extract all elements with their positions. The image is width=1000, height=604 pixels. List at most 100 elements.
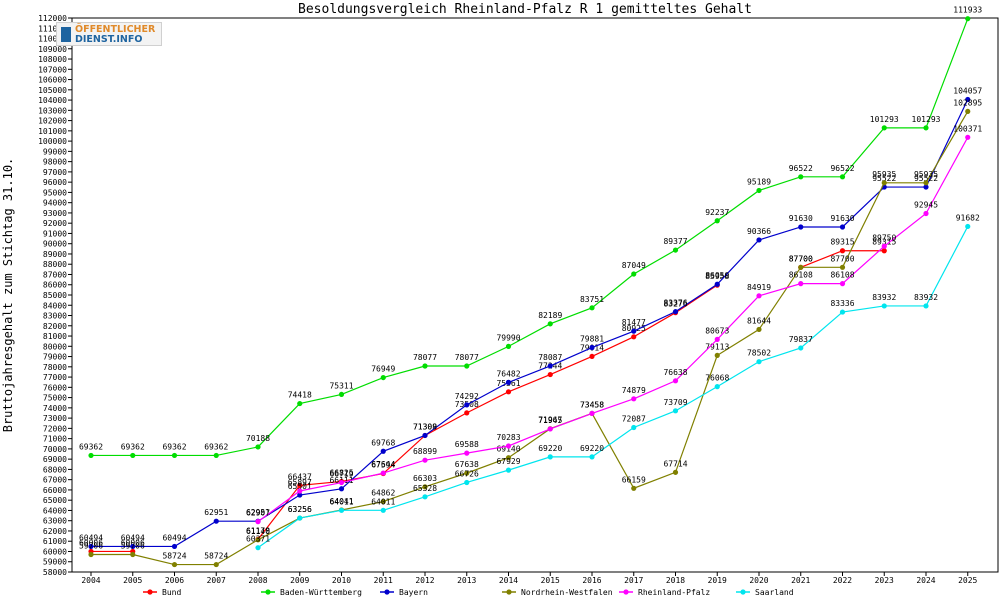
y-tick-label: 58000 bbox=[43, 568, 67, 577]
data-label-saarland: 60371 bbox=[246, 535, 270, 544]
legend-swatch-marker bbox=[623, 589, 629, 595]
y-tick-label: 72000 bbox=[43, 424, 67, 433]
data-label-baden-w-rttemberg: 87049 bbox=[622, 261, 646, 270]
data-label-bund: 66825 bbox=[329, 468, 353, 477]
data-point-saarland bbox=[505, 467, 512, 473]
data-label-nordrhein-westfalen: 66159 bbox=[622, 475, 646, 484]
data-label-bund: 87700 bbox=[789, 254, 813, 263]
series-line-rheinland-pfalz bbox=[257, 137, 969, 523]
y-tick-label: 70000 bbox=[43, 445, 67, 454]
x-tick-label: 2010 bbox=[332, 576, 351, 585]
data-label-saarland: 72087 bbox=[622, 414, 646, 423]
data-label-nordrhein-westfalen: 81644 bbox=[747, 316, 771, 325]
logo-line-1: ÖFFENTLICHER bbox=[75, 24, 156, 35]
data-label-rheinland-pfalz: 73458 bbox=[580, 400, 604, 409]
legend-swatch-marker bbox=[506, 589, 512, 595]
data-label-bayern: 83376 bbox=[663, 299, 687, 308]
x-tick-label: 2025 bbox=[958, 576, 977, 585]
data-point-bayern bbox=[714, 281, 720, 287]
data-point-saarland bbox=[714, 384, 720, 390]
x-tick-label: 2012 bbox=[415, 576, 434, 585]
data-point-bayern bbox=[589, 344, 595, 351]
data-label-baden-w-rttemberg: 69362 bbox=[204, 442, 228, 451]
data-label-saarland: 79837 bbox=[789, 335, 813, 344]
y-tick-label: 107000 bbox=[38, 65, 67, 74]
data-label-bayern: 95522 bbox=[872, 174, 896, 183]
data-point-nordrhein-westfalen bbox=[672, 469, 679, 475]
y-tick-label: 62000 bbox=[43, 527, 67, 536]
data-point-bayern bbox=[130, 543, 136, 550]
legend-swatch-marker bbox=[265, 589, 271, 595]
data-label-nordrhein-westfalen: 61140 bbox=[246, 527, 270, 536]
y-tick-label: 77000 bbox=[43, 373, 67, 382]
data-point-bayern bbox=[338, 486, 345, 492]
data-label-baden-w-rttemberg: 101293 bbox=[870, 115, 899, 124]
data-point-baden-w-rttemberg bbox=[798, 174, 804, 180]
data-point-saarland bbox=[798, 345, 804, 351]
data-point-bund bbox=[631, 334, 637, 340]
legend-label: Bund bbox=[162, 588, 181, 597]
data-label-rheinland-pfalz: 69588 bbox=[455, 440, 479, 449]
data-label-saarland: 83932 bbox=[914, 293, 938, 302]
data-point-nordrhein-westfalen bbox=[505, 455, 512, 461]
legend-label: Nordrhein-Westfalen bbox=[521, 588, 613, 597]
y-tick-label: 73000 bbox=[43, 414, 67, 423]
data-label-bayern: 60494 bbox=[162, 533, 186, 542]
legend-label: Saarland bbox=[755, 588, 794, 597]
data-label-baden-w-rttemberg: 82189 bbox=[538, 311, 562, 320]
data-label-rheinland-pfalz: 66719 bbox=[329, 470, 353, 479]
data-label-bayern: 79881 bbox=[580, 335, 604, 344]
data-label-nordrhein-westfalen: 87700 bbox=[789, 254, 813, 263]
data-point-bund bbox=[464, 410, 470, 416]
data-label-nordrhein-westfalen: 58724 bbox=[204, 552, 228, 561]
data-label-saarland: 78502 bbox=[747, 349, 771, 358]
y-tick-label: 83000 bbox=[43, 312, 67, 321]
data-point-bayern bbox=[965, 96, 971, 103]
y-tick-label: 88000 bbox=[43, 260, 67, 269]
data-point-nordrhein-westfalen bbox=[213, 561, 219, 568]
data-label-bayern: 86050 bbox=[705, 271, 729, 280]
y-tick-label: 82000 bbox=[43, 322, 67, 331]
logo-icon bbox=[61, 27, 71, 42]
data-point-baden-w-rttemberg bbox=[631, 271, 637, 277]
data-point-rheinland-pfalz bbox=[338, 479, 345, 486]
y-tick-label: 98000 bbox=[43, 158, 67, 167]
x-tick-label: 2018 bbox=[666, 576, 685, 585]
data-label-bund: 83276 bbox=[663, 300, 687, 309]
y-tick-label: 112000 bbox=[38, 14, 67, 23]
x-tick-label: 2015 bbox=[541, 576, 560, 585]
y-tick-label: 96000 bbox=[43, 178, 67, 187]
data-label-bund: 66437 bbox=[288, 472, 312, 481]
data-label-baden-w-rttemberg: 78077 bbox=[413, 353, 437, 362]
y-tick-label: 68000 bbox=[43, 465, 67, 474]
data-label-saarland: 83336 bbox=[830, 299, 854, 308]
series-line-saarland bbox=[257, 226, 969, 549]
data-point-bund bbox=[589, 353, 595, 360]
data-point-rheinland-pfalz bbox=[798, 281, 804, 287]
data-label-bund: 71308 bbox=[413, 422, 437, 431]
data-label-nordrhein-westfalen: 67638 bbox=[455, 460, 479, 469]
data-point-bayern bbox=[464, 402, 470, 408]
data-point-saarland bbox=[756, 359, 762, 365]
data-label-nordrhein-westfalen: 79113 bbox=[705, 342, 729, 351]
data-label-bayern: 90366 bbox=[747, 227, 771, 236]
data-point-bund bbox=[505, 389, 512, 395]
legend-swatch-marker bbox=[147, 589, 153, 595]
y-tick-label: 89000 bbox=[43, 250, 67, 259]
series-line-baden-w-rttemberg bbox=[91, 18, 969, 457]
data-label-rheinland-pfalz: 76638 bbox=[663, 368, 687, 377]
data-label-baden-w-rttemberg: 78077 bbox=[455, 353, 479, 362]
series-line-bayern bbox=[91, 99, 969, 548]
data-point-baden-w-rttemberg bbox=[297, 400, 303, 407]
data-point-bayern bbox=[297, 492, 303, 498]
data-label-bund: 67594 bbox=[371, 461, 395, 470]
y-tick-label: 81000 bbox=[43, 332, 67, 341]
data-point-nordrhein-westfalen bbox=[631, 485, 637, 491]
data-label-saarland: 83932 bbox=[872, 293, 896, 302]
data-label-saarland: 69220 bbox=[580, 444, 604, 453]
data-label-rheinland-pfalz: 65897 bbox=[288, 478, 312, 487]
data-point-saarland bbox=[547, 454, 553, 460]
x-tick-label: 2021 bbox=[791, 576, 810, 585]
y-tick-label: 103000 bbox=[38, 106, 67, 115]
